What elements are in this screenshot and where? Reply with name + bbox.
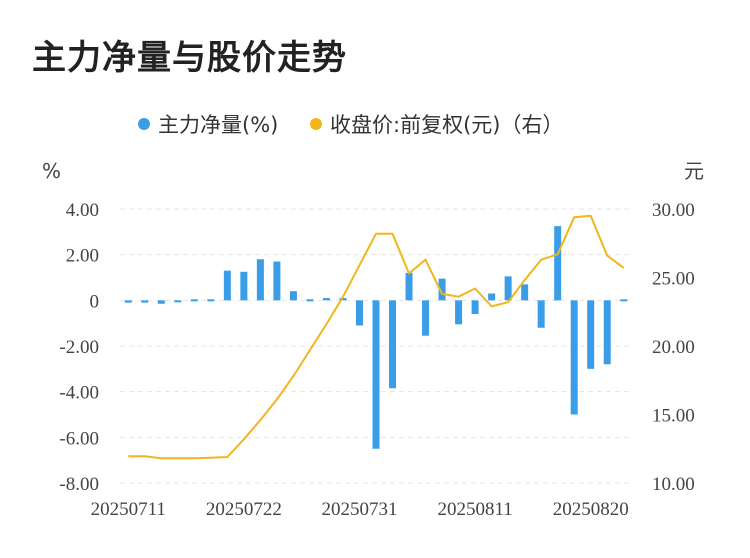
net-volume-bar (471, 300, 479, 315)
x-tick-label: 20250731 (321, 499, 397, 520)
net-volume-bar (306, 299, 314, 302)
net-volume-bar (124, 300, 132, 303)
net-volume-bar (339, 298, 347, 301)
right-tick-label: 25.00 (652, 269, 695, 290)
left-tick-label: -4.00 (59, 383, 99, 404)
x-tick-label: 20250722 (206, 499, 282, 520)
right-tick-label: 15.00 (652, 406, 695, 427)
right-axis-ticks: 30.00 25.00 20.00 15.00 10.00 (652, 200, 695, 495)
left-axis-ticks: 4.00 2.00 0 -2.00 -4.00 -6.00 -8.00 (59, 200, 99, 495)
net-volume-bar (190, 299, 198, 302)
x-tick-label: 20250711 (91, 499, 166, 520)
net-volume-bar (570, 300, 578, 415)
right-axis-unit: 元 (684, 159, 704, 183)
legend-label-close-price: 收盘价:前复权(元)（右） (330, 113, 563, 137)
close-price-line (128, 214, 625, 460)
net-volume-bar (389, 300, 397, 389)
net-volume-bar (372, 300, 380, 449)
close-price-polyline (128, 214, 625, 460)
net-volume-bar (256, 259, 264, 301)
x-axis-ticks: 20250711 20250722 20250731 20250811 20250820 (91, 499, 629, 520)
net-volume-bar (438, 278, 446, 301)
net-volume-bar (289, 291, 297, 301)
net-volume-bar (504, 276, 512, 301)
left-tick-label: 0 (90, 291, 100, 312)
right-tick-label: 20.00 (652, 337, 695, 358)
net-volume-bar (603, 300, 611, 365)
legend-label-net-volume: 主力净量(%) (158, 113, 278, 137)
net-volume-bar (405, 272, 413, 301)
net-volume-bar (587, 300, 595, 369)
x-tick-label: 20250811 (437, 499, 512, 520)
left-axis-unit: % (42, 159, 61, 183)
net-volume-bars (124, 226, 628, 449)
net-volume-bar (240, 271, 248, 301)
chart-title: 主力净量与股价走势 (32, 38, 347, 78)
x-tick-label: 20250820 (553, 499, 629, 520)
legend: 主力净量(%) 收盘价:前复权(元)（右） (138, 113, 563, 137)
net-volume-bar (537, 300, 545, 328)
left-tick-label: -2.00 (59, 337, 99, 358)
left-tick-label: 4.00 (66, 200, 99, 221)
net-volume-bar (355, 300, 363, 326)
net-volume-bar (488, 293, 496, 301)
legend-marker-close-price (310, 118, 322, 130)
net-volume-bar (207, 299, 215, 302)
net-volume-bar (455, 300, 463, 325)
net-volume-bar (223, 270, 231, 301)
net-volume-bar (521, 284, 529, 301)
right-tick-label: 30.00 (652, 200, 695, 221)
net-volume-bar (322, 298, 330, 301)
net-volume-bar (422, 300, 430, 336)
left-tick-label: -8.00 (59, 474, 99, 495)
net-volume-bar (174, 300, 182, 303)
net-volume-bar (141, 300, 149, 303)
net-volume-bar (620, 299, 628, 302)
net-volume-bar (273, 261, 281, 301)
net-volume-bar (157, 300, 165, 304)
legend-marker-net-volume (138, 118, 150, 130)
left-tick-label: 2.00 (66, 246, 99, 267)
left-tick-label: -6.00 (59, 428, 99, 449)
net-volume-bar (554, 226, 562, 301)
right-tick-label: 10.00 (652, 474, 695, 495)
